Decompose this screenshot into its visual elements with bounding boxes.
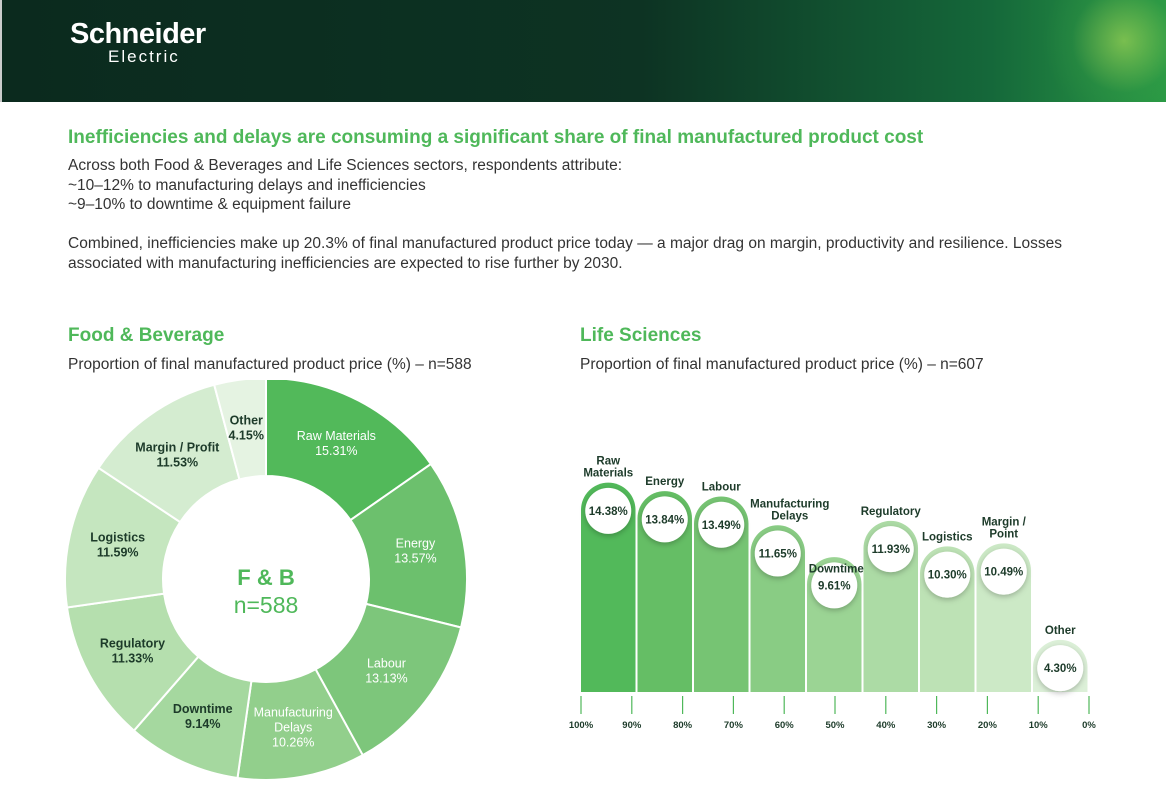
decorative-dots xyxy=(1026,0,1166,102)
bar-value-label: 14.38% xyxy=(589,506,628,518)
axis-tick-label: 50% xyxy=(825,720,845,731)
bar-value-bubble xyxy=(585,487,632,534)
bar-category-label: Materials xyxy=(583,468,633,480)
slice-value-label: 13.13% xyxy=(365,672,407,686)
bar-category-label: Manufacturing xyxy=(750,498,829,510)
bar-category-label: Energy xyxy=(645,476,685,488)
slice-label: Margin / Profit xyxy=(135,441,220,455)
bar-value-bubble xyxy=(811,562,858,609)
slice-label: Regulatory xyxy=(100,637,165,651)
slice-value-label: 15.31% xyxy=(315,444,357,458)
slice-label: Other xyxy=(230,413,263,427)
slice-value-label: 9.14% xyxy=(185,717,220,731)
slice-label: Energy xyxy=(396,536,436,550)
slice-value-label: 13.57% xyxy=(394,551,436,565)
axis-tick-label: 70% xyxy=(724,720,744,731)
schneider-logo: Schneider Electric xyxy=(70,18,206,67)
bar-value-label: 13.84% xyxy=(645,514,684,526)
spacer xyxy=(68,215,1128,235)
slice-value-label: 11.33% xyxy=(112,652,154,666)
slice-label: Downtime xyxy=(173,702,233,716)
bar-value-bubble xyxy=(980,548,1027,595)
axis-tick-label: 40% xyxy=(876,720,896,731)
donut-slice xyxy=(212,380,267,481)
bar-value-bubble xyxy=(924,551,971,598)
bar-value-label: 11.65% xyxy=(759,549,797,561)
intro-line: Across both Food & Beverages and Life Sc… xyxy=(68,157,623,174)
slice-label: Delays xyxy=(274,721,312,735)
bar xyxy=(637,491,692,692)
headline: Inefficiencies and delays are consuming … xyxy=(68,127,924,148)
bar-value-bubble xyxy=(1037,645,1084,692)
bar-category-label: Margin / xyxy=(982,516,1027,528)
slice-label: Labour xyxy=(367,657,406,671)
intro-paragraph: Combined, inefficiencies make up 20.3% o… xyxy=(68,235,1062,272)
intro-text: Across both Food & Beverages and Life Sc… xyxy=(68,156,1128,273)
logo-subtext: Electric xyxy=(108,47,180,66)
bar-value-label: 13.49% xyxy=(702,520,741,532)
bar-value-bubble xyxy=(754,530,801,577)
fb-subtitle: Proportion of final manufactured product… xyxy=(68,356,472,373)
donut-center-sub: n=588 xyxy=(234,592,299,618)
ls-title: Life Sciences xyxy=(580,325,702,346)
bar-value-bubble xyxy=(641,496,688,543)
donut-slice xyxy=(265,380,433,522)
intro-line: ~10–12% to manufacturing delays and inef… xyxy=(68,176,426,194)
bar-value-label: 9.61% xyxy=(818,580,851,592)
axis-tick-label: 20% xyxy=(978,720,998,731)
bar xyxy=(581,482,636,692)
axis-tick-label: 0% xyxy=(1082,720,1096,731)
donut-center-label: F & B xyxy=(237,565,294,590)
slice-label: Raw Materials xyxy=(297,429,376,443)
slice-value-label: 11.59% xyxy=(97,546,139,560)
bar-category-label: Labour xyxy=(702,482,741,494)
bar-category-label: Logistics xyxy=(922,531,972,543)
header-banner: Schneider Electric xyxy=(0,0,1166,102)
ls-subtitle: Proportion of final manufactured product… xyxy=(580,356,984,373)
bar-category-label: Point xyxy=(989,528,1018,540)
bar-value-bubble xyxy=(698,501,745,548)
slice-value-label: 11.53% xyxy=(156,456,198,470)
bar-category-label: Raw xyxy=(596,456,620,468)
bar-value-bubble xyxy=(867,526,914,573)
axis-tick-label: 90% xyxy=(622,720,642,731)
bar-category-label: Delays xyxy=(771,510,808,522)
axis-tick-label: 60% xyxy=(775,720,795,731)
axis-tick-label: 80% xyxy=(673,720,693,731)
slice-value-label: 10.26% xyxy=(272,736,314,750)
axis-tick-label: 10% xyxy=(1029,720,1049,731)
bar-value-label: 10.30% xyxy=(928,570,967,582)
logo-text: Schneider xyxy=(70,18,206,50)
fb-title: Food & Beverage xyxy=(68,325,225,346)
slice-label: Manufacturing xyxy=(254,706,333,720)
bar-category-label: Regulatory xyxy=(861,506,922,518)
bar xyxy=(694,496,749,692)
bar-category-label: Downtime xyxy=(809,563,864,575)
bar-value-label: 11.93% xyxy=(872,544,910,556)
axis-tick-label: 100% xyxy=(569,720,594,731)
axis-tick-label: 30% xyxy=(927,720,947,731)
bar-value-label: 4.30% xyxy=(1044,663,1077,675)
bar-value-label: 10.49% xyxy=(984,567,1023,579)
slice-value-label: 4.15% xyxy=(229,428,264,442)
bar-category-label: Other xyxy=(1045,625,1076,637)
intro-line: ~9–10% to downtime & equipment failure xyxy=(68,196,352,213)
slice-label: Logistics xyxy=(90,531,145,545)
